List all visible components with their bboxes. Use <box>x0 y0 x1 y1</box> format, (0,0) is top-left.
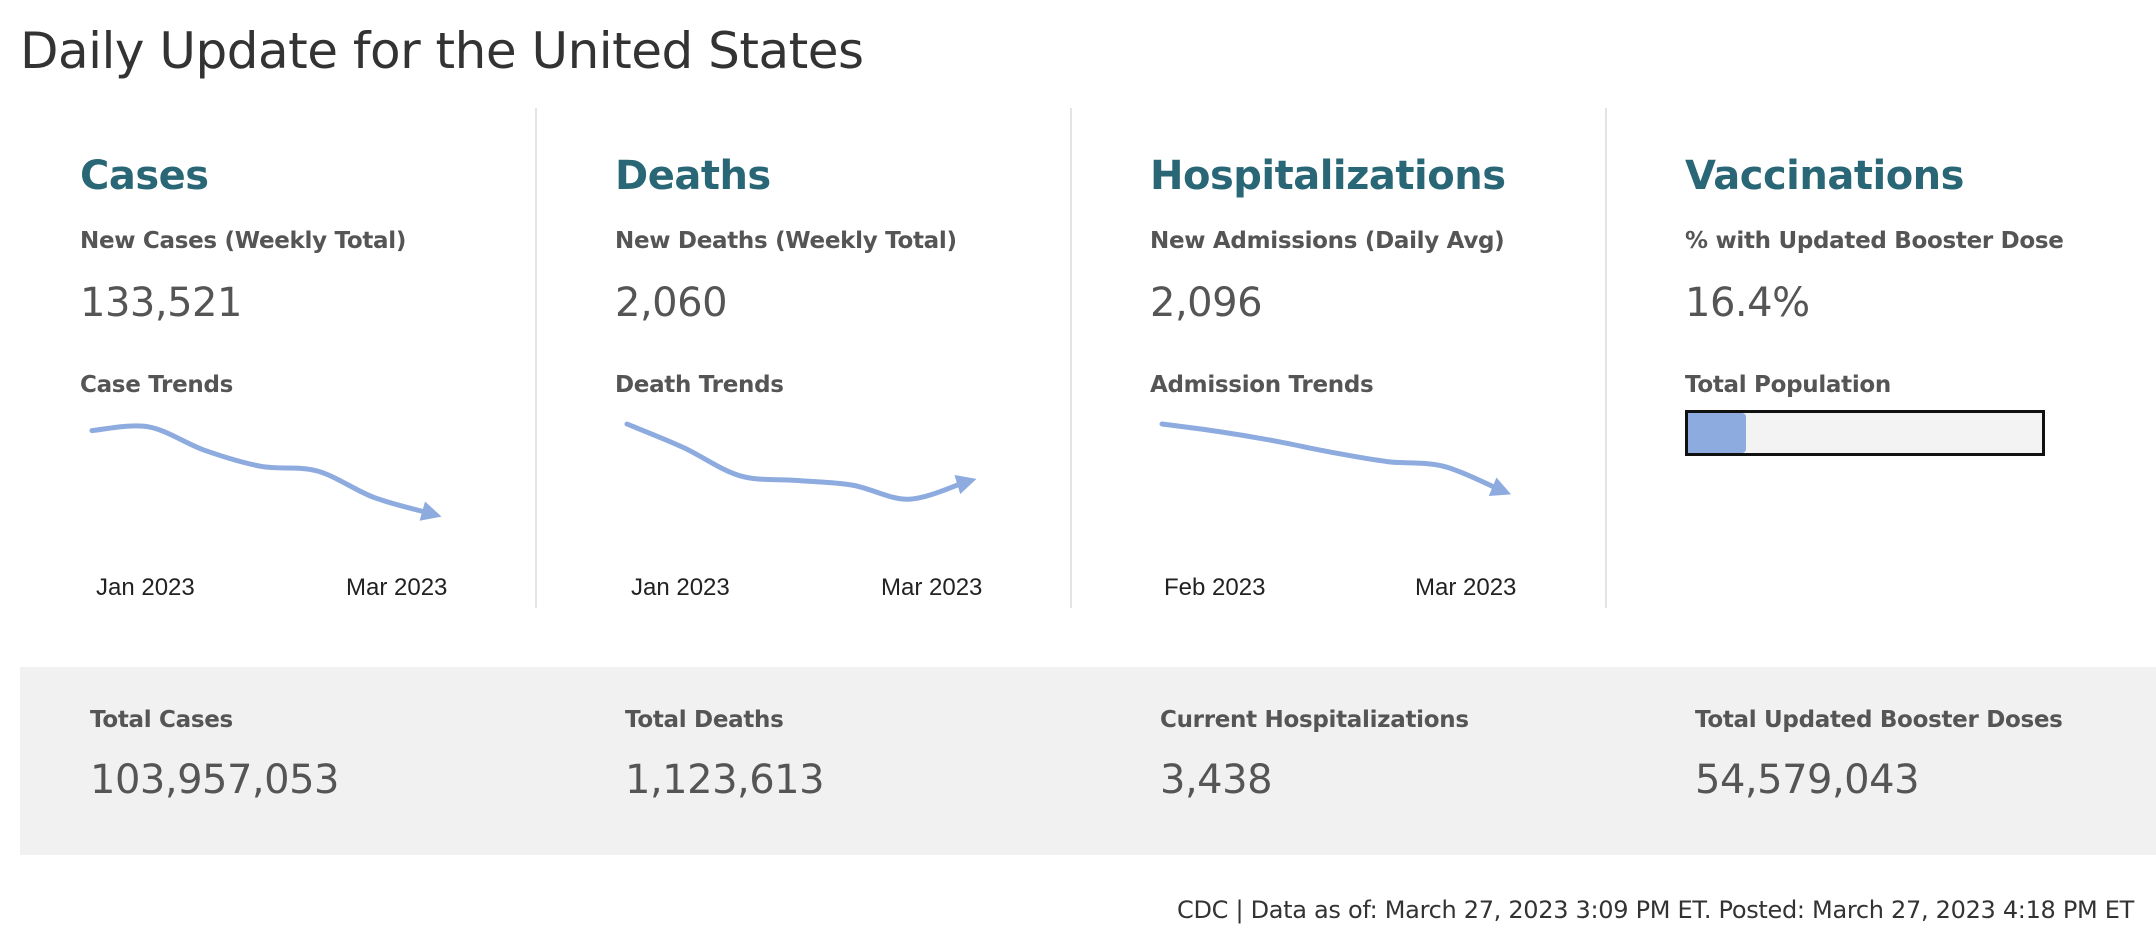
population-progress-bar <box>1685 410 2045 456</box>
trend-line <box>89 423 433 516</box>
page-title: Daily Update for the United States <box>20 22 864 80</box>
trend-arrow-icon <box>954 475 977 495</box>
panel-heading: Vaccinations <box>1685 153 1964 199</box>
trend-arrow-icon <box>419 501 442 521</box>
metric-value: 133,521 <box>80 280 242 326</box>
total-value: 3,438 <box>1160 757 1273 803</box>
metric-label: % with Updated Booster Dose <box>1685 228 2064 254</box>
total-value: 1,123,613 <box>625 757 825 803</box>
metric-label: New Cases (Weekly Total) <box>80 228 407 254</box>
metric-value: 2,060 <box>615 280 728 326</box>
axis-tick-label: Mar 2023 <box>346 574 448 601</box>
trend-line <box>1159 421 1503 493</box>
column-divider <box>1070 108 1072 608</box>
metric-value: 16.4% <box>1685 280 1810 326</box>
summary-panels: Cases New Cases (Weekly Total) 133,521 C… <box>0 108 2156 608</box>
axis-tick-label: Mar 2023 <box>881 574 983 601</box>
trend-label: Admission Trends <box>1150 372 1374 398</box>
case-trend-chart <box>89 423 442 521</box>
metric-label: New Deaths (Weekly Total) <box>615 228 957 254</box>
axis-tick-label: Jan 2023 <box>631 574 730 601</box>
axis-tick-label: Mar 2023 <box>1415 574 1517 601</box>
death-trend-chart <box>624 421 977 502</box>
population-label: Total Population <box>1685 372 1891 398</box>
panel-heading: Hospitalizations <box>1150 153 1506 199</box>
trend-line <box>624 421 968 502</box>
panel-cases: Cases New Cases (Weekly Total) 133,521 C… <box>0 108 535 608</box>
metric-label: New Admissions (Daily Avg) <box>1150 228 1505 254</box>
total-label: Total Updated Booster Doses <box>1695 707 2063 733</box>
total-label: Current Hospitalizations <box>1160 707 1469 733</box>
total-label: Total Deaths <box>625 707 784 733</box>
total-label: Total Cases <box>90 707 233 733</box>
trend-label: Case Trends <box>80 372 234 398</box>
data-source-footer: CDC | Data as of: March 27, 2023 3:09 PM… <box>1177 896 2134 924</box>
axis-tick-label: Feb 2023 <box>1164 574 1266 601</box>
totals-band: Total Cases 103,957,053 Total Deaths 1,1… <box>20 667 2156 855</box>
axis-tick-label: Jan 2023 <box>96 574 195 601</box>
column-divider <box>1605 108 1607 608</box>
panel-deaths: Deaths New Deaths (Weekly Total) 2,060 D… <box>535 108 1070 608</box>
population-progress-fill <box>1688 413 1747 453</box>
panel-heading: Deaths <box>615 153 771 199</box>
trend-arrow-icon <box>1488 477 1512 496</box>
admission-trend-chart <box>1159 421 1512 496</box>
trend-label: Death Trends <box>615 372 784 398</box>
panel-hospitalizations: Hospitalizations New Admissions (Daily A… <box>1070 108 1605 608</box>
metric-value: 2,096 <box>1150 280 1263 326</box>
panel-heading: Cases <box>80 153 209 199</box>
column-divider <box>535 108 537 608</box>
total-value: 103,957,053 <box>90 757 339 803</box>
total-value: 54,579,043 <box>1695 757 1920 803</box>
panel-vaccinations: Vaccinations % with Updated Booster Dose… <box>1605 108 2140 608</box>
